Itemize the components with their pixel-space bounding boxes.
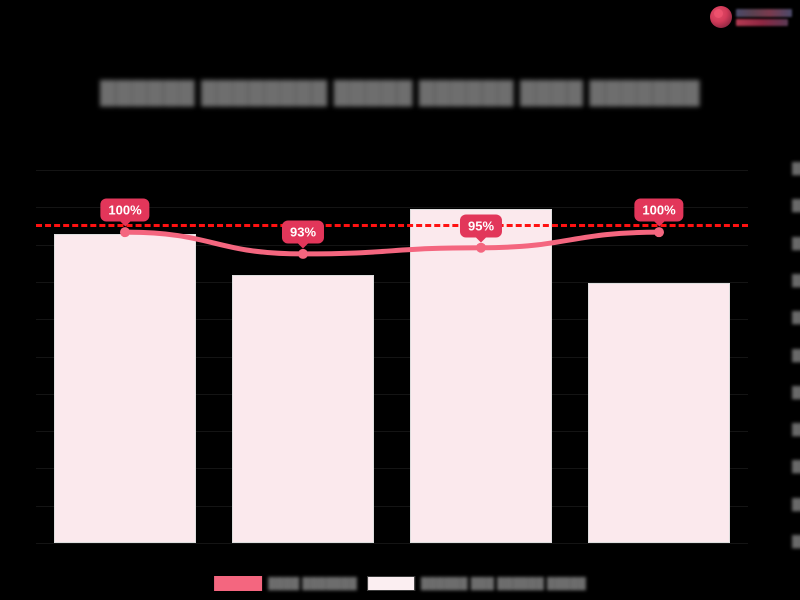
line-marker-1[interactable] [120,227,130,238]
gridline [36,431,748,433]
right-axis-tick-label: ████ [792,386,800,399]
line-marker-2[interactable] [298,248,308,259]
gridline [36,207,748,209]
legend-swatch-bar [366,576,415,591]
legend-item-bar[interactable]: ██████ ███ ██████ █████ [366,576,586,591]
right-axis-tick-label: ████ [792,163,800,175]
line-data-label-3: 95% [459,214,503,238]
right-axis-tick-label: ████ [792,424,800,437]
right-axis-tick-label: ████ [792,274,800,287]
legend-label-line: ████ ███████ [268,577,357,590]
gridline [36,319,748,321]
line-data-label-2: 93% [281,220,325,244]
right-axis-tick-label: ████ [792,349,800,362]
bar-2[interactable] [231,275,375,543]
legend-label-bar: ██████ ███ ██████ █████ [420,577,586,590]
right-axis-tick-label: ████ [792,536,800,548]
gridline [36,468,748,470]
right-axis-tick-label: ████ [792,237,800,250]
brand-logo[interactable] [710,4,792,30]
line-data-label-4: 100% [634,198,684,222]
right-axis-tick-label: ████ [792,498,800,511]
line-data-label-1: 100% [100,198,150,222]
gridline [36,170,748,171]
brand-logo-text-secondary [736,18,788,26]
line-path [122,229,662,257]
line-marker-4[interactable] [654,227,664,238]
brand-logo-text [736,8,792,26]
line-marker-3[interactable] [476,242,486,253]
legend-item-line[interactable]: ████ ███████ [214,576,357,591]
target-threshold-line [36,224,748,228]
legend-swatch-line [214,576,263,591]
gridline [36,505,748,507]
bar-4[interactable] [587,283,731,543]
gridline [36,356,748,358]
bar-3[interactable] [409,208,553,543]
chart-title: ██████ ████████ █████ ██████ ████ ██████… [100,80,700,105]
gridline [36,244,748,246]
gridline [36,393,748,395]
circle-logo-icon [710,6,732,28]
plot-area: ██████████████████ █████████████████████… [36,163,800,548]
bar-1[interactable] [53,234,197,543]
brand-logo-text-primary [736,8,792,17]
gridline [36,281,748,283]
right-axis-tick-label: ████ [792,461,800,474]
right-axis-tick-label: ████ [792,200,800,213]
line-series [120,227,664,259]
right-axis-tick-label: ████ [792,312,800,325]
gridline [36,543,748,544]
chart-legend[interactable]: ████ ███████ ██████ ███ ██████ █████ [208,573,592,594]
